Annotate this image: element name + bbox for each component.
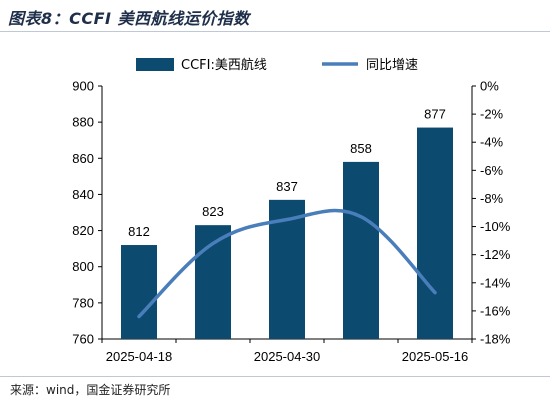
x-tick-label: 2025-05-16	[402, 349, 469, 364]
x-tick-label: 2025-04-18	[106, 349, 173, 364]
bar-data-label: 823	[202, 204, 224, 219]
y-right-tick-label: -18%	[480, 332, 511, 347]
y-right-tick-label: -6%	[480, 163, 504, 178]
line-series-yoy	[137, 208, 437, 319]
y-right-tick-label: -16%	[480, 303, 511, 318]
y-right-tick-label: -4%	[480, 135, 504, 150]
y-right-tick-label: -14%	[480, 275, 511, 290]
chart-title: 图表8：CCFI 美西航线运价指数	[8, 9, 250, 28]
y-right-tick-label: -10%	[480, 219, 511, 234]
y-right-tick-label: -8%	[480, 191, 504, 206]
bar-data-label: 812	[128, 224, 150, 239]
y-left-tick-label: 760	[72, 332, 94, 347]
x-tick-label: 2025-04-30	[254, 349, 321, 364]
y-left-tick-label: 900	[72, 79, 94, 94]
y-right-tick-label: -2%	[480, 107, 504, 122]
y-left-tick-label: 820	[72, 223, 94, 238]
legend-label-bar: CCFI:美西航线	[181, 57, 267, 73]
y-right-tick-label: -12%	[480, 247, 511, 262]
y-left-tick-label: 780	[72, 295, 94, 310]
y-left-tick-label: 860	[72, 151, 94, 166]
bar-data-label: 837	[276, 179, 298, 194]
title-divider	[0, 31, 550, 32]
bar	[417, 127, 453, 339]
bar-data-label: 858	[350, 141, 372, 156]
bar-data-label: 877	[424, 107, 446, 122]
bar	[121, 245, 157, 339]
legend-swatch-bar	[136, 58, 174, 71]
source-note: 来源：wind，国金证券研究所	[10, 383, 171, 397]
y-right-tick-label: 0%	[480, 79, 499, 94]
y-left-tick-label: 840	[72, 187, 94, 202]
bar	[343, 161, 379, 339]
y-left-tick-label: 880	[72, 115, 94, 130]
y-left-tick-label: 800	[72, 259, 94, 274]
legend-label-line: 同比增速	[366, 58, 418, 73]
chart-canvas: 760 780 800 820 840 860 880 900 -18% -16% -14% -12%…	[72, 57, 511, 364]
source-divider	[0, 376, 550, 377]
